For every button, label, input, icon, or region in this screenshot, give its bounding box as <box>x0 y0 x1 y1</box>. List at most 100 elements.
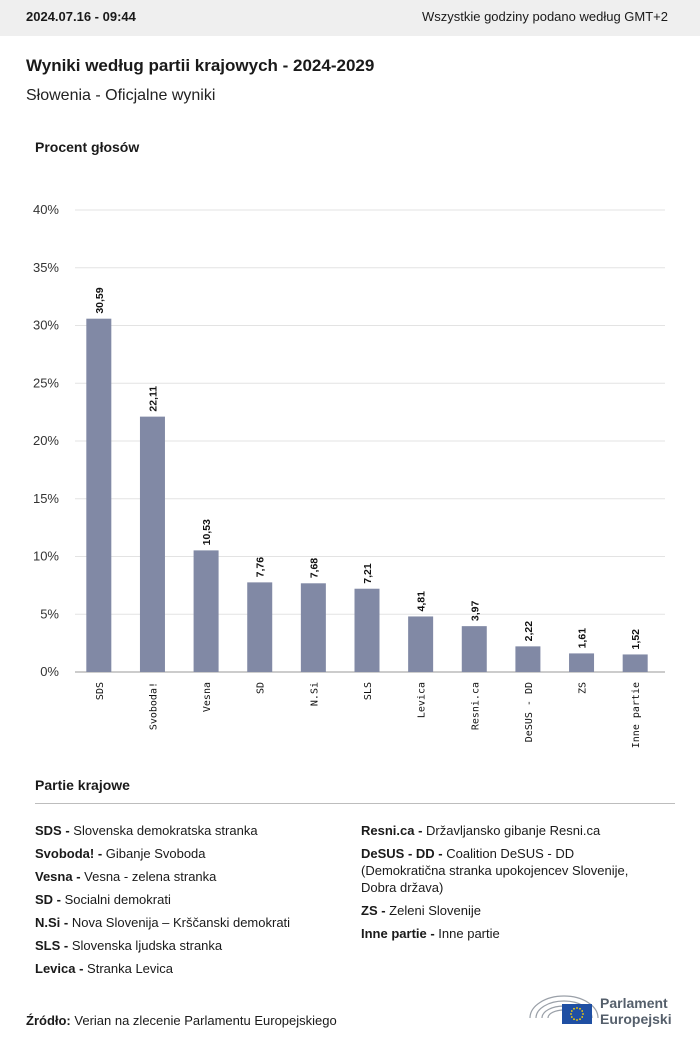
bar <box>354 588 380 672</box>
logo-line-1: Parlament <box>600 995 668 1011</box>
legend-item: SLS - Slovenska ljudska stranka <box>35 937 335 954</box>
source-label: Źródło: <box>26 1013 71 1028</box>
legend-item: SD - Socialni demokrati <box>35 891 335 908</box>
bar <box>300 583 326 672</box>
data-label: 10,53 <box>201 519 213 545</box>
legend-abbr: DeSUS - DD - <box>361 846 447 861</box>
y-tick-label: 25% <box>33 375 59 390</box>
european-parliament-logo <box>529 995 599 1024</box>
bar-chart: 0% 5% 10% 15% 20% 25% 30% 35% 40% 30,59 SDS 22,11 Sv… <box>33 202 665 748</box>
eu-star-icon <box>581 1010 584 1012</box>
eu-flag-icon <box>562 1004 592 1024</box>
data-label: 1,52 <box>630 629 642 650</box>
bar <box>247 582 273 672</box>
legend-abbr: ZS - <box>361 903 390 918</box>
legend-name: Stranka Levica <box>87 961 174 976</box>
data-label: 1,61 <box>577 628 589 649</box>
legend-item: Levica - Stranka Levica <box>35 960 335 977</box>
legend-name: Zeleni Slovenije <box>389 903 481 918</box>
x-tick-label: N.Si <box>309 682 320 706</box>
eu-star-icon <box>570 1016 573 1018</box>
legend-abbr: Inne partie - <box>361 926 439 941</box>
data-label: 4,81 <box>416 591 428 612</box>
legend-column-left: SDS - Slovenska demokratska stranka Svobo… <box>35 822 335 983</box>
legend-name: Inne partie <box>438 926 500 941</box>
legend-item: Inne partie - Inne partie <box>361 925 661 942</box>
x-tick-label: Levica <box>417 682 428 718</box>
y-tick-label: 5% <box>40 606 59 621</box>
eu-star-icon <box>576 1019 578 1021</box>
eu-stars-icon <box>570 1007 584 1021</box>
legend-name: Coalition DeSUS - DD (Demokratična stran… <box>361 846 629 895</box>
legend-name: Nova Slovenija – Krščanski demokrati <box>71 915 291 930</box>
x-tick-label: Resni.ca <box>470 682 481 730</box>
bar <box>86 318 112 672</box>
eu-star-icon <box>570 1013 572 1015</box>
bar <box>193 550 219 672</box>
x-tick-label: SD <box>256 682 267 694</box>
source-text: Verian na zlecenie Parlamentu Europejski… <box>74 1013 337 1028</box>
legend-abbr: Levica - <box>35 961 88 976</box>
legend-abbr: N.Si - <box>35 915 72 930</box>
legend-item: DeSUS - DD - Coalition DeSUS - DD (Demok… <box>361 845 661 896</box>
y-tick-label: 40% <box>33 202 59 217</box>
data-label: 2,22 <box>523 621 535 642</box>
page-subtitle: Słowenia - Oficjalne wyniki <box>26 87 216 104</box>
legend-item: SDS - Slovenska demokratska stranka <box>35 822 335 839</box>
data-label: 30,59 <box>94 287 106 313</box>
legend-abbr: SD - <box>35 892 65 907</box>
legend-name: Državljansko gibanje Resni.ca <box>426 823 601 838</box>
y-tick-label: 30% <box>33 318 59 333</box>
y-tick-label: 15% <box>33 491 59 506</box>
data-label: 3,97 <box>469 601 481 622</box>
bar <box>515 646 541 672</box>
y-tick-label: 0% <box>40 664 59 679</box>
legend-abbr: Vesna - <box>35 869 85 884</box>
x-tick-label: Svoboda! <box>148 682 159 730</box>
legend-item: Resni.ca - Državljansko gibanje Resni.ca <box>361 822 661 839</box>
y-tick-label: 35% <box>33 260 59 275</box>
logo-text: Parlament Europejski <box>600 995 672 1027</box>
x-tick-label: ZS <box>578 682 589 694</box>
y-tick-label: 20% <box>33 433 59 448</box>
legend-name: Slovenska ljudska stranka <box>71 938 223 953</box>
legend-abbr: SLS - <box>35 938 72 953</box>
legend-name: Vesna - zelena stranka <box>84 869 217 884</box>
legend-abbr: Resni.ca - <box>361 823 427 838</box>
legend-name: Socialni demokrati <box>64 892 171 907</box>
eu-star-icon <box>570 1010 573 1012</box>
eu-star-icon <box>576 1007 578 1009</box>
legend-item: ZS - Zeleni Slovenije <box>361 902 661 919</box>
logo-line-2: Europejski <box>600 1011 672 1027</box>
source-note: Źródło: Verian na zlecenie Parlamentu Eu… <box>26 1013 337 1028</box>
legend-title: Partie krajowe <box>35 777 130 793</box>
x-tick-label: SLS <box>363 682 374 700</box>
page-title: Wyniki według partii krajowych - 2024-20… <box>26 56 375 75</box>
legend-name: Slovenska demokratska stranka <box>73 823 258 838</box>
data-label: 22,11 <box>147 386 159 412</box>
bar <box>622 654 648 672</box>
bar <box>408 616 434 672</box>
x-tick-label: Inne partie <box>631 682 642 748</box>
legend-item: N.Si - Nova Slovenija – Krščanski demokr… <box>35 914 335 931</box>
bar <box>461 626 487 672</box>
data-label: 7,21 <box>362 563 374 584</box>
eu-star-icon <box>582 1013 584 1015</box>
legend-item: Vesna - Vesna - zelena stranka <box>35 868 335 885</box>
data-label: 7,76 <box>255 557 267 578</box>
legend-abbr: Svoboda! - <box>35 846 106 861</box>
legend-abbr: SDS - <box>35 823 74 838</box>
bar <box>569 653 595 672</box>
legend-column-right: Resni.ca - Državljansko gibanje Resni.ca… <box>361 822 661 948</box>
y-tick-label: 10% <box>33 549 59 564</box>
eu-star-icon <box>573 1018 575 1021</box>
x-tick-label: Vesna <box>202 682 213 712</box>
top-bar: 2024.07.16 - 09:44 Wszystkie godziny pod… <box>0 0 700 36</box>
legend-name: Gibanje Svoboda <box>105 846 206 861</box>
legend-divider <box>35 803 675 804</box>
y-axis-label: Procent głosów <box>35 139 140 155</box>
x-tick-label: DeSUS - DD <box>524 682 535 742</box>
data-label: 7,68 <box>308 558 320 579</box>
timezone-note: Wszystkie godziny podano według GMT+2 <box>421 9 668 24</box>
timestamp: 2024.07.16 - 09:44 <box>26 9 136 24</box>
